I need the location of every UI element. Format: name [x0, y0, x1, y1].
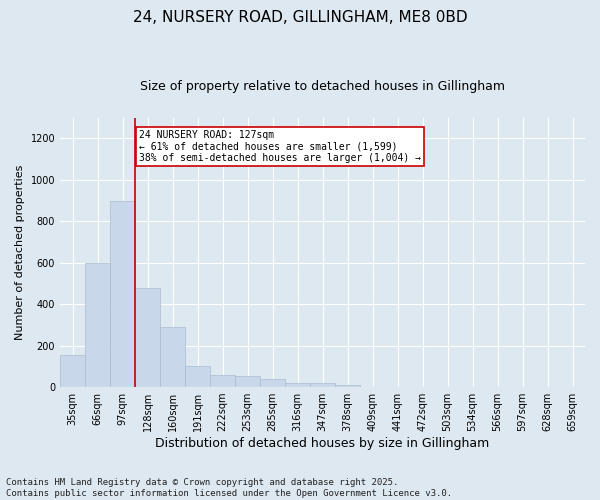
- Y-axis label: Number of detached properties: Number of detached properties: [15, 164, 25, 340]
- Bar: [310, 384, 335, 387]
- Bar: [235, 376, 260, 387]
- Bar: [85, 263, 110, 387]
- X-axis label: Distribution of detached houses by size in Gillingham: Distribution of detached houses by size …: [155, 437, 490, 450]
- Bar: [60, 355, 85, 387]
- Bar: [135, 288, 160, 387]
- Bar: [285, 383, 310, 387]
- Bar: [335, 386, 360, 387]
- Bar: [110, 200, 135, 387]
- Title: Size of property relative to detached houses in Gillingham: Size of property relative to detached ho…: [140, 80, 505, 93]
- Text: Contains HM Land Registry data © Crown copyright and database right 2025.
Contai: Contains HM Land Registry data © Crown c…: [6, 478, 452, 498]
- Bar: [260, 379, 285, 387]
- Bar: [160, 327, 185, 387]
- Bar: [210, 374, 235, 387]
- Text: 24 NURSERY ROAD: 127sqm
← 61% of detached houses are smaller (1,599)
38% of semi: 24 NURSERY ROAD: 127sqm ← 61% of detache…: [139, 130, 421, 164]
- Bar: [185, 366, 210, 387]
- Text: 24, NURSERY ROAD, GILLINGHAM, ME8 0BD: 24, NURSERY ROAD, GILLINGHAM, ME8 0BD: [133, 10, 467, 25]
